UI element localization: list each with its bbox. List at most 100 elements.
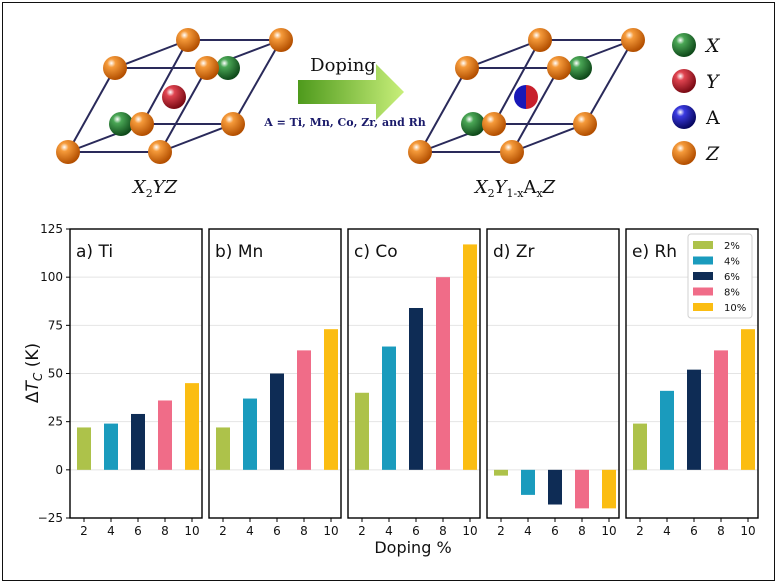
z-atom — [547, 56, 571, 80]
z-atom — [148, 140, 172, 164]
x-tick-label: 4 — [246, 524, 254, 538]
bar — [382, 346, 396, 470]
x-tick-label: 2 — [219, 524, 227, 538]
legend-label: 4% — [724, 257, 740, 268]
y-axis-label: ΔTC (K) — [23, 343, 45, 403]
legend-box — [687, 233, 753, 319]
z-atom — [455, 56, 479, 80]
x-tick-label: 8 — [161, 524, 169, 538]
bar — [494, 469, 508, 476]
legend-atom-label: X — [704, 35, 721, 57]
dopant-note: A = Ti, Mn, Co, Zr, and Rh — [263, 116, 426, 129]
x-atom — [461, 112, 485, 136]
bar — [714, 350, 728, 470]
z-atom — [103, 56, 127, 80]
bar — [409, 307, 423, 470]
bar — [324, 329, 338, 470]
bar — [77, 427, 91, 470]
bar — [185, 383, 199, 470]
panel-2: b) Mn 2 4 6 8 10 — [208, 228, 342, 538]
panel-title: b) Mn — [215, 242, 263, 262]
legend-atom-x — [672, 33, 696, 57]
bar — [216, 427, 230, 470]
x-tick-label: 10 — [601, 524, 616, 538]
z-atom — [573, 112, 597, 136]
y-atom — [162, 85, 186, 109]
z-atom — [130, 112, 154, 136]
bar — [463, 244, 477, 470]
panel-3: c) Co 2 4 6 8 10 — [347, 228, 481, 538]
z-atom — [176, 28, 200, 52]
legend-swatch — [693, 272, 713, 280]
bar — [741, 329, 755, 470]
bar — [297, 350, 311, 470]
legend-atom-y — [672, 69, 696, 93]
x-tick-label: 8 — [717, 524, 725, 538]
bar — [131, 413, 145, 470]
left-formula: X2YZ — [131, 177, 178, 200]
legend-atom-label: A — [705, 107, 720, 129]
x-tick-label: 10 — [184, 524, 199, 538]
legend: 2% 4% 6% 8% 10% — [687, 233, 753, 319]
legend-atom-z — [672, 141, 696, 165]
bar — [355, 392, 369, 470]
panel-4: d) Zr 2 4 6 8 10 — [486, 228, 620, 538]
x-tick-label: 4 — [663, 524, 671, 538]
z-atom — [500, 140, 524, 164]
legend-swatch — [693, 303, 713, 311]
x-tick-label: 2 — [497, 524, 505, 538]
y-tick-label: 50 — [48, 367, 63, 381]
doping-arrow — [298, 64, 404, 120]
legend-label: 10% — [724, 303, 746, 314]
bar — [436, 277, 450, 470]
x-tick-label: 8 — [578, 524, 586, 538]
x-tick-label: 2 — [358, 524, 366, 538]
bar — [660, 390, 674, 470]
x-axis-label: Doping % — [374, 538, 451, 557]
panel-border — [486, 228, 620, 519]
bar — [633, 423, 647, 470]
doping-label: Doping — [310, 55, 376, 76]
legend-label: 6% — [724, 272, 740, 283]
bar — [104, 423, 118, 470]
z-atom — [528, 28, 552, 52]
x-atom — [568, 56, 592, 80]
bar — [548, 469, 562, 505]
bar — [602, 469, 616, 509]
panel-border — [625, 228, 759, 519]
y-tick-label: 75 — [48, 318, 63, 332]
panel-title: d) Zr — [493, 242, 534, 262]
legend-swatch — [693, 256, 713, 265]
crystal-illustration: X2YZ X2Y1-xAxZ Doping A = Ti, Mn, Co, Zr, a… — [56, 28, 721, 200]
x-tick-label: 6 — [412, 524, 420, 538]
z-atom — [56, 140, 80, 164]
right-formula: X2Y1-xAxZ — [473, 177, 556, 200]
bar — [270, 373, 284, 470]
x-tick-label: 10 — [740, 524, 755, 538]
bar — [243, 398, 257, 470]
doped-unit-cell — [408, 28, 645, 164]
x-atom — [216, 56, 240, 80]
z-atom — [195, 56, 219, 80]
z-atom — [269, 28, 293, 52]
x-tick-label: 10 — [323, 524, 338, 538]
y-tick-label: 25 — [48, 415, 63, 429]
panel-border — [347, 228, 481, 519]
z-atom — [482, 112, 506, 136]
legend-atom-label: Y — [706, 71, 721, 93]
legend-swatch — [693, 241, 713, 249]
legend-atom-a — [672, 105, 696, 129]
y-tick-label: 0 — [55, 463, 63, 477]
x-tick-label: 8 — [439, 524, 447, 538]
bar — [521, 469, 535, 495]
bar — [687, 369, 701, 470]
x-tick-label: 2 — [636, 524, 644, 538]
panel-title: a) Ti — [76, 242, 113, 262]
z-atom — [621, 28, 645, 52]
legend-label: 2% — [724, 241, 740, 252]
panel-border — [208, 228, 342, 519]
legend-label: 8% — [724, 288, 740, 299]
x-tick-label: 6 — [551, 524, 559, 538]
legend-swatch — [693, 287, 713, 296]
